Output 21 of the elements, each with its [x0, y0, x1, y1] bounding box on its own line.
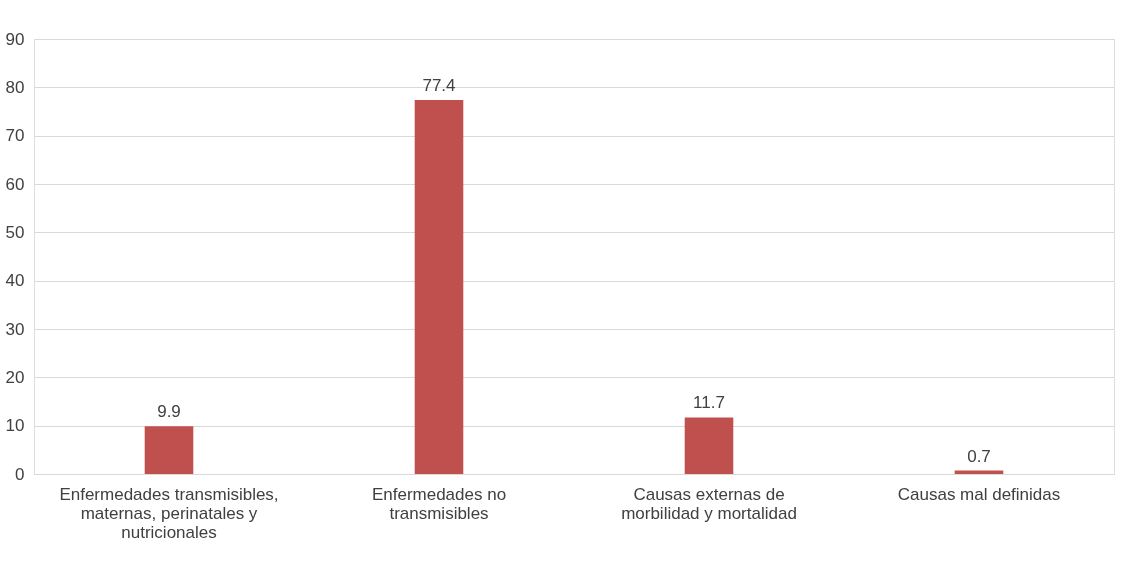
y-tick-label: 60	[5, 174, 25, 194]
y-tick-label: 70	[5, 126, 25, 146]
x-tick-label: Enfermedades transmisibles, maternas, perinatales y nutricionales	[59, 484, 279, 542]
y-tick-label: 20	[5, 367, 25, 387]
bar	[144, 426, 194, 474]
y-tick-label: 30	[5, 319, 25, 339]
data-label: 0.7	[967, 446, 991, 466]
x-tick-label: Enfermedades no transmisibles	[371, 484, 507, 523]
x-tick-label: Causas mal definidas	[897, 484, 1061, 504]
bar	[684, 417, 734, 474]
y-tick-label: 80	[5, 77, 25, 97]
data-label: 77.4	[422, 75, 456, 95]
y-tick-label: 10	[5, 416, 25, 436]
y-tick-label: 90	[5, 29, 25, 49]
x-tick-label: Causas externas de morbilidad y mortalidad	[621, 484, 797, 523]
data-label: 9.9	[157, 402, 181, 422]
y-tick-label: 50	[5, 222, 25, 242]
y-tick-label: 40	[5, 271, 25, 291]
data-label: 11.7	[693, 393, 725, 413]
y-tick-label: 0	[15, 464, 25, 484]
bar	[414, 99, 464, 474]
